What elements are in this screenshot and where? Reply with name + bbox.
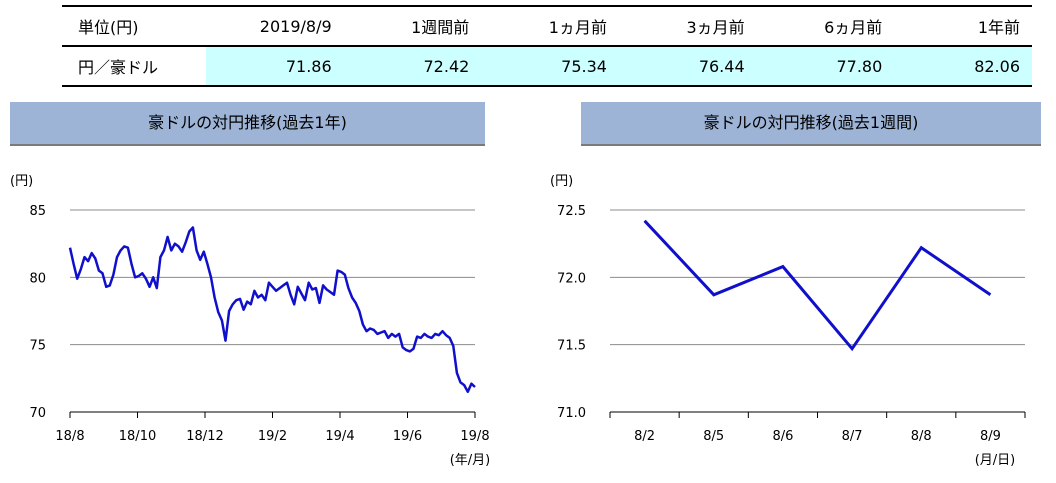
- x-tick-label: 18/12: [186, 429, 223, 444]
- x-tick-label: 8/7: [842, 429, 863, 444]
- x-tick-label: 18/10: [119, 429, 156, 444]
- chart-1year: 85 80 75 70 (円) (年/月) 18/8 18/10 18/12 19/2 19/4 19…: [10, 174, 491, 468]
- chart-1week: 72.5 72.0 71.5 71.0 (円) (月/日) 8/2 8/5 8/6 8/7 8/8 8…: [550, 174, 1026, 468]
- y-tick-label: 80: [29, 271, 46, 286]
- summary-header-row: 単位(円) 2019/8/9 1週間前 1ヵ月前 3ヵ月前 6ヵ月前 1年前: [62, 5, 1032, 47]
- unit-header: 単位(円): [62, 5, 206, 47]
- summary-data-row: 円／豪ドル 71.86 72.42 75.34 76.44 77.80 82.0…: [62, 46, 1032, 87]
- series-line-1year: [68, 226, 476, 394]
- header-3month: 3ヵ月前: [618, 5, 757, 47]
- header-1week: 1週間前: [343, 5, 482, 47]
- x-tick-label: 8/9: [980, 429, 1001, 444]
- y-tick-label: 85: [29, 204, 46, 219]
- y-tick-label: 72.5: [557, 204, 586, 219]
- y-tick-label: 70: [29, 406, 46, 421]
- value-1month: 75.34: [481, 46, 619, 87]
- series-line-1week: [643, 219, 992, 352]
- x-axis-unit: (月/日): [975, 453, 1016, 468]
- y-axis-unit: (円): [10, 174, 33, 189]
- chart-1year-title: 豪ドルの対円推移(過去1年): [10, 102, 485, 146]
- x-tick-label: 18/8: [55, 429, 84, 444]
- x-tick-label: 8/8: [911, 429, 932, 444]
- y-tick-label: 75: [29, 339, 46, 354]
- x-tick-label: 8/2: [634, 429, 655, 444]
- row-label: 円／豪ドル: [62, 46, 206, 87]
- header-6month: 6ヵ月前: [756, 5, 895, 47]
- summary-table: 単位(円) 2019/8/9 1週間前 1ヵ月前 3ヵ月前 6ヵ月前 1年前 円…: [62, 5, 1032, 87]
- x-tick-label: 8/6: [772, 429, 793, 444]
- value-6month: 77.80: [756, 46, 895, 87]
- y-tick-label: 71.5: [557, 339, 586, 354]
- x-tick-label: 8/5: [703, 429, 724, 444]
- y-tick-label: 71.0: [557, 406, 586, 421]
- x-tick-label: 19/4: [325, 429, 354, 444]
- y-axis-unit: (円): [550, 174, 573, 189]
- chart-1week-title: 豪ドルの対円推移(過去1週間): [581, 102, 1041, 146]
- x-tick-label: 19/8: [460, 429, 489, 444]
- value-date: 71.86: [206, 46, 344, 87]
- header-1year: 1年前: [894, 5, 1032, 47]
- value-1week: 72.42: [343, 46, 482, 87]
- x-axis-unit: (年/月): [450, 453, 491, 468]
- value-3month: 76.44: [618, 46, 757, 87]
- x-tick-label: 19/6: [393, 429, 422, 444]
- header-1month: 1ヵ月前: [481, 5, 619, 47]
- value-1year: 82.06: [894, 46, 1032, 87]
- y-tick-label: 72.0: [557, 271, 586, 286]
- header-date: 2019/8/9: [206, 5, 344, 47]
- x-tick-label: 19/2: [258, 429, 287, 444]
